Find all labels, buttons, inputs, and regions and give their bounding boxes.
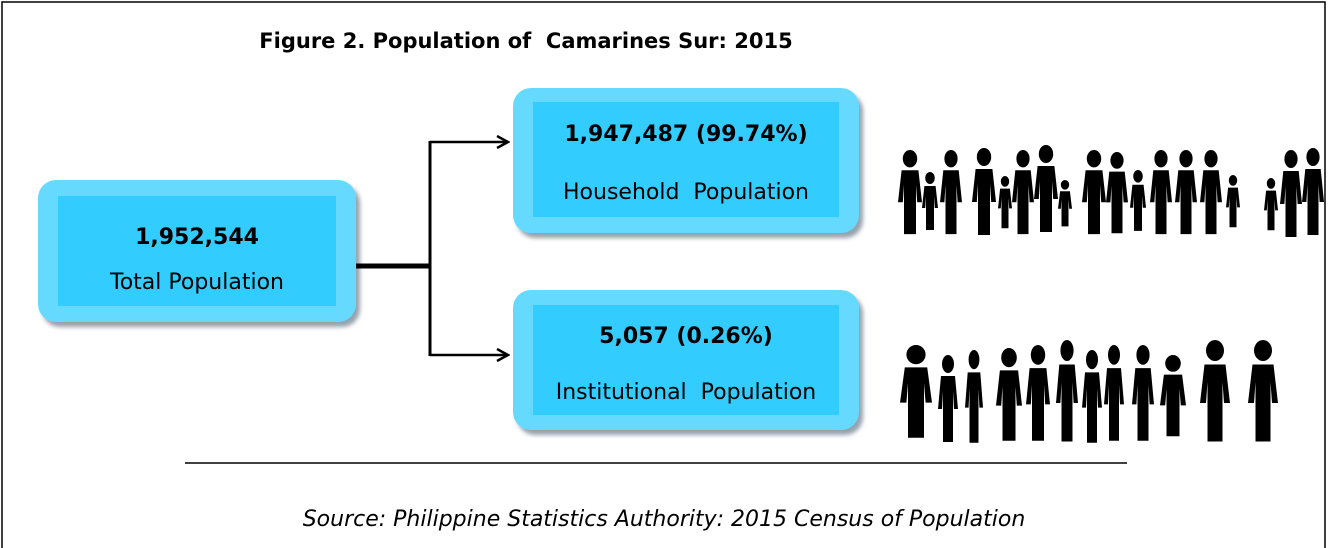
silhouette <box>972 148 996 235</box>
connectors <box>356 141 508 356</box>
silhouette <box>900 345 932 438</box>
silhouette <box>922 172 938 230</box>
silhouette <box>1200 340 1230 442</box>
figure: Figure 2. Population of Camarines Sur: 2… <box>0 0 1328 548</box>
silhouette <box>1264 178 1278 230</box>
silhouette <box>998 176 1012 228</box>
node-value: 5,057 (0.26%) <box>599 324 773 349</box>
silhouette <box>965 350 983 443</box>
household-box: 1,947,487 (99.74%) Household Population <box>513 88 859 233</box>
silhouette <box>1026 345 1050 441</box>
household-silhouettes <box>898 145 1324 237</box>
silhouette <box>1280 150 1302 237</box>
institutional-box: 5,057 (0.26%) Institutional Population <box>513 290 859 430</box>
silhouette <box>1248 340 1278 442</box>
silhouette <box>1150 150 1172 234</box>
silhouette <box>1160 355 1186 436</box>
silhouette <box>898 150 922 234</box>
silhouette <box>996 348 1022 441</box>
silhouette <box>1106 152 1128 233</box>
silhouette <box>1200 150 1222 234</box>
silhouette <box>940 150 962 234</box>
silhouette <box>1175 150 1197 234</box>
node-label: Total Population <box>109 270 284 295</box>
title: Figure 2. Population of Camarines Sur: 2… <box>259 29 792 53</box>
total-box: 1,952,544 Total Population <box>38 180 356 322</box>
silhouette <box>1226 175 1240 227</box>
node-value: 1,947,487 (99.74%) <box>564 122 807 147</box>
node-value: 1,952,544 <box>135 225 259 250</box>
source: Source: Philippine Statistics Authority:… <box>303 507 1026 532</box>
silhouette <box>1132 345 1154 441</box>
silhouette <box>1082 350 1102 443</box>
silhouette <box>1058 180 1072 226</box>
institutional-silhouettes <box>900 340 1278 443</box>
node-label: Institutional Population <box>556 380 817 405</box>
silhouette <box>938 355 958 442</box>
silhouette <box>1130 170 1146 231</box>
silhouette <box>1034 145 1058 232</box>
silhouette <box>1056 340 1078 442</box>
silhouette <box>1104 345 1124 441</box>
silhouette <box>1302 148 1324 235</box>
silhouette <box>1082 150 1106 234</box>
silhouette <box>1012 150 1034 234</box>
node-label: Household Population <box>563 180 809 205</box>
